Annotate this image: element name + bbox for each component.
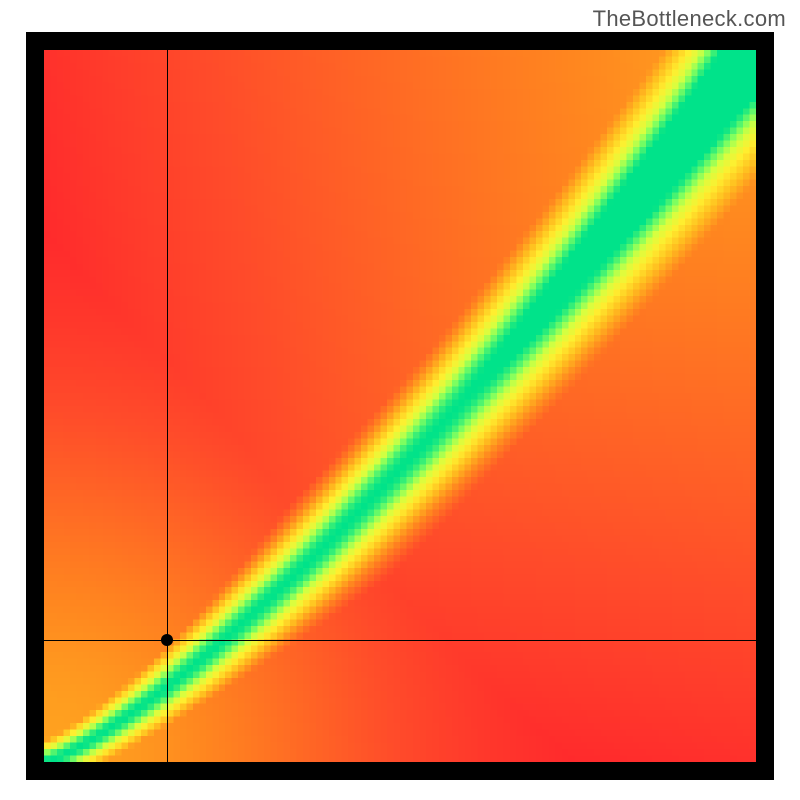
crosshair-marker[interactable]: [161, 634, 173, 646]
crosshair-vertical: [167, 50, 168, 762]
heatmap-canvas: [44, 50, 756, 762]
watermark-text: TheBottleneck.com: [593, 6, 786, 32]
bottleneck-heatmap: [26, 32, 774, 780]
crosshair-horizontal: [44, 640, 756, 641]
heatmap-inner: [44, 50, 756, 762]
